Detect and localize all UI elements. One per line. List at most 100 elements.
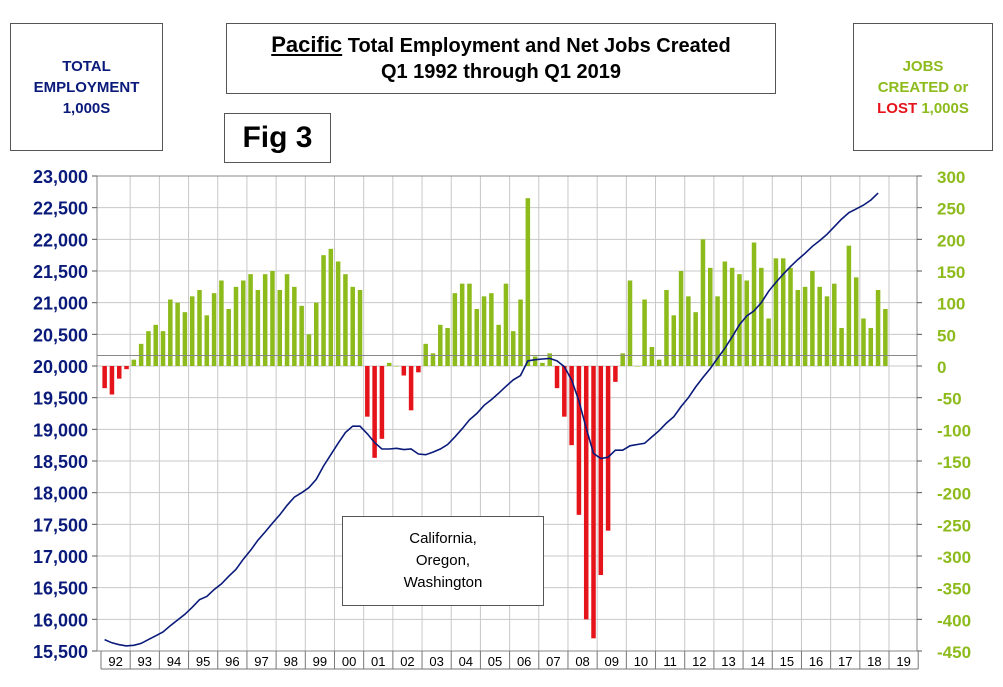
- bar-quarter: [116, 366, 122, 379]
- left-tick-label: 19,500: [33, 389, 88, 409]
- bar-quarter: [766, 318, 771, 366]
- bar-quarter: [321, 255, 326, 366]
- left-tick-label: 16,500: [33, 579, 88, 599]
- right-axis-title: JOBS CREATED or LOST 1,000S: [853, 23, 993, 151]
- bar-quarter: [292, 286, 297, 366]
- chart-title: Pacific Total Employment and Net Jobs Cr…: [226, 23, 776, 94]
- x-tick-label: 98: [283, 654, 297, 669]
- bar-quarter: [562, 366, 567, 417]
- right-tick-label: 300: [937, 168, 965, 187]
- bar-quarter: [671, 315, 677, 366]
- bar-quarter: [744, 280, 749, 366]
- x-tick-label: 01: [371, 654, 385, 669]
- x-tick-label: 95: [196, 654, 210, 669]
- bar-quarter: [693, 312, 698, 366]
- bar-quarter: [598, 366, 604, 575]
- bar-quarter: [642, 299, 647, 366]
- title-region: Pacific: [271, 32, 343, 57]
- bar-quarter: [729, 267, 735, 366]
- bar-quarter: [861, 318, 866, 366]
- x-tick-label: 12: [692, 654, 706, 669]
- x-axis-ticks: 92 93 94 95 96 97 98 99 00 01 02 03 04 05 06 07 08 09 10 11…: [100, 651, 919, 670]
- bar-quarter: [109, 366, 115, 395]
- left-tick-label: 23,000: [33, 167, 88, 187]
- left-tick-label: 22,500: [33, 199, 88, 219]
- bar-quarter: [102, 366, 107, 389]
- bar-quarter: [474, 309, 480, 366]
- bar-quarter: [510, 331, 516, 366]
- bar-quarter: [182, 312, 188, 366]
- job-change-bars: [102, 198, 888, 639]
- bar-quarter: [496, 324, 501, 366]
- bar-quarter: [605, 366, 611, 531]
- x-tick-label: 17: [838, 654, 852, 669]
- bar-quarter: [328, 248, 334, 366]
- bar-quarter: [795, 290, 801, 366]
- bar-quarter: [416, 366, 421, 373]
- bar-quarter: [780, 258, 786, 366]
- bar-quarter: [445, 328, 450, 366]
- bar-quarter: [386, 362, 392, 366]
- bar-quarter: [189, 296, 195, 366]
- left-axis-title-line-2: EMPLOYMENT: [33, 78, 140, 96]
- chart-title-line-1: Pacific Total Employment and Net Jobs Cr…: [227, 32, 775, 59]
- x-tick-label: 94: [167, 654, 181, 669]
- bar-quarter: [146, 331, 151, 366]
- left-tick-label: 20,000: [33, 357, 88, 377]
- right-tick-label: -350: [937, 580, 971, 599]
- bar-quarter: [773, 258, 779, 366]
- bar-quarter: [255, 290, 261, 366]
- right-tick-label: 250: [937, 200, 965, 219]
- bar-quarter: [817, 286, 822, 366]
- bar-quarter: [299, 305, 304, 366]
- total-employment-line: [104, 192, 879, 647]
- x-tick-label: 05: [488, 654, 502, 669]
- right-tick-label: -100: [937, 421, 971, 440]
- bar-quarter: [547, 353, 552, 366]
- bar-quarter: [751, 242, 757, 366]
- bar-quarter: [197, 290, 202, 366]
- bar-quarter: [554, 366, 560, 389]
- right-tick-label: -50: [937, 390, 962, 409]
- x-tick-label: 16: [809, 654, 823, 669]
- bar-quarter: [153, 324, 158, 366]
- bar-quarter: [226, 309, 231, 366]
- bar-quarter: [635, 366, 640, 367]
- bar-quarter: [401, 366, 407, 376]
- bar-quarter: [343, 274, 348, 366]
- left-axis-title-line-3: 1,000S: [62, 99, 111, 117]
- right-tick-label: 100: [937, 295, 965, 314]
- bar-quarter: [700, 239, 706, 366]
- bar-quarter: [788, 267, 793, 366]
- x-tick-label: 14: [750, 654, 764, 669]
- bar-quarter: [839, 328, 844, 366]
- bar-quarter: [620, 353, 625, 366]
- x-tick-label: 04: [459, 654, 473, 669]
- left-tick-label: 17,000: [33, 547, 88, 567]
- bar-quarter: [423, 343, 428, 366]
- bar-quarter: [241, 280, 246, 366]
- bar-quarter: [875, 290, 881, 366]
- bar-quarter: [832, 283, 837, 366]
- right-tick-label: -400: [937, 611, 971, 630]
- bar-quarter: [591, 366, 596, 639]
- right-axis-title-lost: LOST: [877, 99, 918, 117]
- bar-quarter: [452, 293, 458, 366]
- x-tick-label: 11: [663, 654, 677, 669]
- bar-quarter: [569, 366, 574, 446]
- right-tick-label: -300: [937, 548, 971, 567]
- left-axis-title: TOTAL EMPLOYMENT 1,000S: [10, 23, 163, 151]
- x-tick-label: 09: [605, 654, 619, 669]
- bar-quarter: [613, 366, 618, 382]
- bar-quarter: [810, 271, 815, 366]
- left-tick-label: 21,500: [33, 262, 88, 282]
- bar-quarter: [138, 343, 144, 366]
- bar-quarter: [160, 331, 166, 366]
- annotation-line-3: Washington: [403, 574, 483, 591]
- bar-quarter: [365, 366, 370, 417]
- bar-quarter: [664, 290, 669, 366]
- bar-quarter: [824, 296, 830, 366]
- bar-quarter: [722, 261, 728, 366]
- x-tick-label: 06: [517, 654, 531, 669]
- right-tick-label: 0: [937, 358, 946, 377]
